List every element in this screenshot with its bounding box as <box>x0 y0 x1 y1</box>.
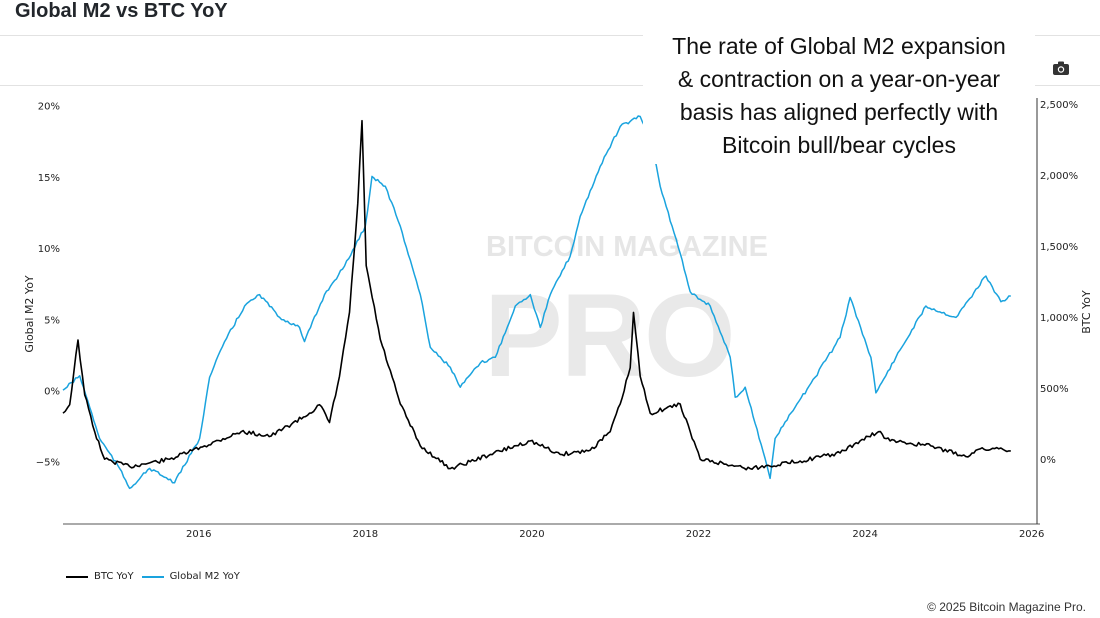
y-right-tick-label: 2,000% <box>1040 171 1078 182</box>
y-right-tick-label: 500% <box>1040 384 1069 395</box>
watermark-text: BITCOIN MAGAZINE <box>486 231 768 263</box>
legend-item-m2[interactable]: Global M2 YoY <box>141 571 240 582</box>
y-right-tick-label: 1,500% <box>1040 242 1078 253</box>
y-left-tick-label: 10% <box>38 244 60 255</box>
chart-title: Global M2 vs BTC YoY <box>15 0 228 22</box>
x-tick-label: 2022 <box>686 529 711 540</box>
camera-icon[interactable] <box>1053 60 1069 79</box>
y-left-tick-label: −5% <box>36 458 60 469</box>
x-tick-label: 2020 <box>519 529 544 540</box>
x-tick-label: 2026 <box>1019 529 1044 540</box>
y-right-tick-label: 0% <box>1040 455 1056 466</box>
annotation: The rate of Global M2 expansion & contra… <box>643 28 1035 164</box>
x-tick-label: 2024 <box>852 529 877 540</box>
y-left-tick-label: 20% <box>38 102 60 113</box>
x-tick-label: 2016 <box>186 529 211 540</box>
y-left-tick-label: 0% <box>44 386 60 397</box>
legend-label: BTC YoY <box>94 571 134 582</box>
y-left-tick-label: 15% <box>38 173 60 184</box>
watermark-logo: PRO <box>484 270 736 402</box>
y-right-tick-label: 1,000% <box>1040 313 1078 324</box>
divider <box>0 35 1100 36</box>
legend-label: Global M2 YoY <box>169 571 240 582</box>
series-line-global-m2-yoy <box>62 115 1011 490</box>
legend: BTC YoY Global M2 YoY <box>66 571 248 582</box>
legend-swatch <box>66 575 88 578</box>
y-right-label: BTC YoY <box>1080 290 1093 334</box>
x-tick-label: 2018 <box>353 529 378 540</box>
y-left-label: Global M2 YoY <box>23 275 36 353</box>
copyright: © 2025 Bitcoin Magazine Pro. <box>927 600 1086 614</box>
y-right-tick-label: 2,500% <box>1040 100 1078 111</box>
series-line-btc-yoy <box>62 119 1011 471</box>
divider <box>0 85 1100 86</box>
y-left-tick-label: 5% <box>44 315 60 326</box>
legend-swatch <box>141 575 164 578</box>
legend-item-btc[interactable]: BTC YoY <box>66 571 134 582</box>
